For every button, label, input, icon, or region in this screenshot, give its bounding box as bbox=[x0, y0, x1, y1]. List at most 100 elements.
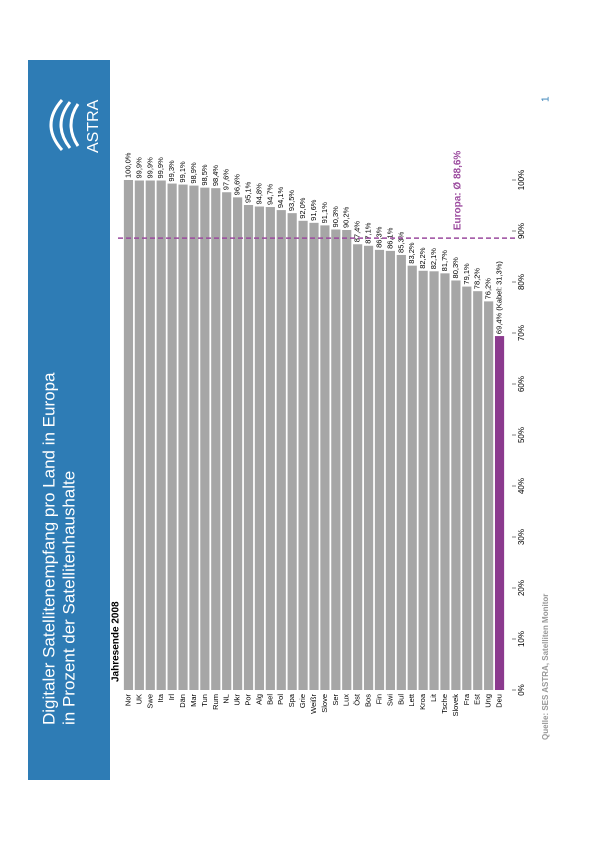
x-tick-label: Slovek bbox=[451, 694, 460, 717]
x-tick-label: Fra bbox=[462, 693, 471, 705]
value-label: 82,2% bbox=[418, 247, 427, 269]
y-tick-label: 80% bbox=[517, 274, 526, 290]
bar bbox=[473, 291, 483, 690]
bar bbox=[320, 225, 330, 690]
x-tick-label: Ser bbox=[331, 693, 340, 705]
bar bbox=[429, 271, 439, 690]
bar bbox=[385, 250, 395, 690]
bar bbox=[233, 197, 243, 690]
title-line1: Digitaler Satellitenempfang pro Land in … bbox=[39, 372, 58, 725]
subtitle: Jahresende 2008 bbox=[111, 601, 122, 682]
x-tick-label: Tsche bbox=[440, 694, 449, 714]
bar bbox=[407, 265, 417, 690]
value-label: 99,3% bbox=[167, 160, 176, 182]
value-label: 86,1% bbox=[385, 227, 394, 249]
value-label: 83,2% bbox=[407, 242, 416, 264]
y-tick-label: 0% bbox=[517, 684, 526, 696]
value-label: 90,3% bbox=[331, 206, 340, 228]
x-tick-label: Mar bbox=[189, 694, 198, 707]
source: Quelle: SES ASTRA, Satelliten Monitor bbox=[541, 594, 550, 740]
bar bbox=[440, 273, 450, 690]
bar bbox=[211, 188, 221, 690]
value-label: 93,5% bbox=[287, 190, 296, 212]
bar bbox=[189, 185, 199, 691]
x-tick-label: Bos bbox=[364, 694, 373, 707]
x-tick-label: Kroa bbox=[418, 693, 427, 710]
bar bbox=[451, 280, 461, 690]
bar bbox=[331, 229, 341, 690]
bar bbox=[178, 184, 188, 690]
y-tick-label: 90% bbox=[517, 223, 526, 239]
bar bbox=[265, 207, 275, 690]
x-tick-label: UK bbox=[134, 694, 143, 704]
value-label: 91,1% bbox=[320, 202, 329, 224]
value-label: 69,4% (Kabel: 31,3%) bbox=[495, 261, 504, 334]
x-tick-label: Deu bbox=[495, 694, 504, 708]
bar bbox=[254, 206, 265, 690]
value-label: 99,9% bbox=[156, 157, 165, 179]
x-tick-label: Ukr bbox=[233, 694, 242, 706]
x-tick-label: Spa bbox=[287, 693, 296, 707]
x-tick-label: Slove bbox=[320, 694, 329, 713]
bar bbox=[309, 222, 319, 690]
bar bbox=[200, 187, 210, 690]
x-tick-label: Grie bbox=[298, 694, 307, 708]
y-tick-label: 70% bbox=[517, 325, 526, 341]
bar bbox=[222, 192, 232, 691]
logo: ASTRA bbox=[85, 99, 102, 153]
bar bbox=[484, 301, 494, 690]
x-tick-label: Ita bbox=[156, 693, 165, 702]
y-tick-label: 60% bbox=[517, 376, 526, 392]
bar bbox=[123, 180, 134, 690]
value-label: 91,6% bbox=[309, 199, 318, 221]
y-tick-label: 20% bbox=[517, 580, 526, 596]
x-tick-label: Bul bbox=[396, 694, 405, 705]
bar bbox=[156, 180, 166, 690]
y-tick-label: 10% bbox=[517, 631, 526, 647]
value-label: 87,4% bbox=[353, 221, 362, 243]
value-label: 76,2% bbox=[484, 278, 493, 300]
title-band bbox=[28, 60, 110, 780]
average-label: Europa: Ø 88,6% bbox=[453, 151, 464, 231]
bar bbox=[243, 204, 254, 691]
x-tick-label: Lit bbox=[429, 693, 438, 702]
bar bbox=[396, 254, 406, 690]
value-label: 92,0% bbox=[298, 197, 307, 219]
value-label: 85,3% bbox=[396, 231, 405, 253]
x-tick-label: Dän bbox=[178, 694, 187, 708]
value-label: 98,5% bbox=[200, 164, 209, 186]
value-label: 96,6% bbox=[233, 174, 242, 196]
y-tick-label: 40% bbox=[517, 478, 526, 494]
value-label: 78,2% bbox=[473, 268, 482, 290]
title-line2: in Prozent der Satellitenhaushalte bbox=[59, 471, 78, 725]
page-number: 1 bbox=[541, 96, 552, 102]
value-label: 98,4% bbox=[211, 165, 220, 187]
x-tick-label: Est bbox=[473, 693, 482, 705]
x-tick-label: Swe bbox=[145, 694, 154, 709]
value-label: 95,1% bbox=[243, 181, 252, 203]
y-tick-label: 30% bbox=[517, 529, 526, 545]
value-label: 100,0% bbox=[123, 152, 132, 178]
value-label: 86,3% bbox=[374, 226, 383, 248]
bar bbox=[167, 183, 177, 690]
y-tick-label: 100% bbox=[517, 170, 526, 190]
x-tick-label: Tun bbox=[200, 694, 209, 707]
value-label: 81,7% bbox=[440, 250, 449, 272]
value-label: 94,8% bbox=[254, 183, 263, 205]
x-tick-label: Irl bbox=[167, 694, 176, 701]
value-label: 90,2% bbox=[342, 206, 351, 228]
x-tick-label: Alg bbox=[254, 694, 263, 705]
bar bbox=[287, 213, 297, 690]
bar bbox=[134, 180, 144, 690]
x-tick-label: Weißr bbox=[309, 694, 318, 714]
bar bbox=[374, 249, 385, 690]
x-tick-label: Nor bbox=[123, 694, 132, 707]
value-label: 99,9% bbox=[134, 157, 143, 179]
value-label: 94,7% bbox=[265, 183, 274, 205]
x-tick-label: Lux bbox=[342, 694, 351, 706]
x-tick-label: Por bbox=[243, 693, 252, 705]
bar bbox=[342, 229, 352, 691]
bar bbox=[276, 210, 286, 690]
value-label: 79,1% bbox=[462, 263, 471, 285]
